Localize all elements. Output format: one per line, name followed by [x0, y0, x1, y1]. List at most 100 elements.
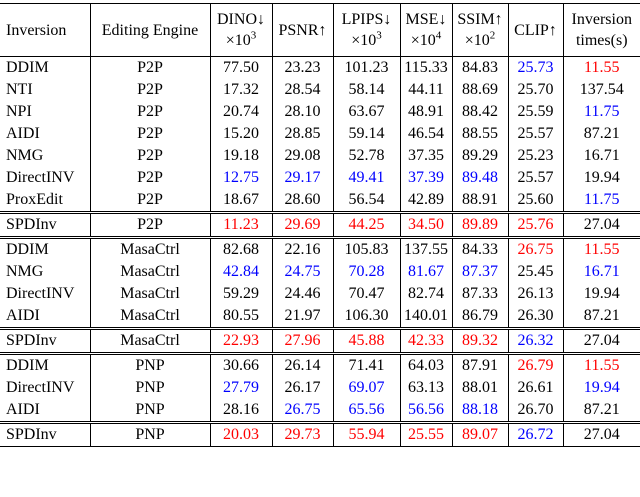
value-cell: MasaCtrl	[89, 327, 210, 354]
value-cell: 59.14	[332, 123, 400, 145]
value-cell: 16.71	[562, 145, 640, 167]
table-row: NMG MasaCtrl 42.84 24.75 70.28 81.67 87.37 25.4…	[0, 261, 640, 283]
header-text: Editing Engine	[101, 21, 199, 39]
value-cell: 86.79	[451, 305, 508, 329]
method-cell: NMG	[6, 147, 44, 164]
value-cell: 27.04	[562, 211, 640, 238]
table-row: DirectINV P2P 12.75 29.17 49.41 37.39 89.48 25.…	[0, 167, 640, 189]
value-cell: P2P	[89, 145, 210, 167]
value-cell: MasaCtrl	[89, 236, 210, 261]
table-row: AIDI MasaCtrl 80.55 21.97 106.30 140.01 86.79 2…	[0, 305, 640, 329]
value-cell: 23.23	[271, 56, 333, 79]
value-cell: 26.61	[507, 377, 563, 399]
header-unit: times(s)	[575, 32, 628, 49]
method-cell: SPDInv	[0, 211, 90, 238]
value-cell: P2P	[89, 123, 210, 145]
value-cell: 27.96	[271, 327, 333, 354]
header-text: Inversion	[571, 11, 632, 28]
value-cell: P2P	[89, 167, 210, 189]
value-cell: 46.54	[399, 123, 452, 145]
value-cell: 82.74	[399, 283, 452, 305]
value-cell: 12.75	[209, 167, 272, 189]
method-cell: AIDI	[6, 401, 40, 418]
value-cell: 70.28	[332, 261, 400, 283]
value-cell: PNP	[89, 421, 210, 447]
value-cell: 89.32	[451, 327, 508, 354]
value-cell: 80.55	[209, 305, 272, 329]
value-cell: 84.83	[451, 56, 508, 79]
value-cell: 69.07	[332, 377, 400, 399]
table-row: NTI P2P 17.32 28.54 58.14 44.11 88.69 25.70 137.…	[0, 79, 640, 101]
table-section: DDIM MasaCtrl 82.68 22.16 105.83 137.55 84.33 2…	[0, 236, 640, 354]
value-cell: 11.23	[209, 211, 272, 238]
table-row: DDIM PNP 30.66 26.14 71.41 64.03 87.91 26.79 11.…	[0, 352, 640, 377]
value-cell: 26.75	[507, 236, 563, 261]
value-cell: 82.68	[209, 236, 272, 261]
results-table: Inversion Editing Engine DINO↓ ×103 PSNR↑ LPI…	[0, 3, 640, 447]
value-cell: 25.70	[507, 79, 563, 101]
table-row: NMG P2P 19.18 29.08 52.78 37.35 89.29 25.23 16.7…	[0, 145, 640, 167]
value-cell: 71.41	[332, 352, 400, 377]
ours-row: SPDInv MasaCtrl 22.93 27.96 45.88 42.33 89.32 2…	[0, 327, 640, 354]
value-cell: 11.75	[562, 189, 640, 213]
value-cell: 56.56	[399, 399, 452, 423]
value-cell: 25.57	[507, 123, 563, 145]
method-cell: NMG	[6, 263, 44, 280]
value-cell: PNP	[89, 399, 210, 423]
value-cell: 19.94	[562, 377, 640, 399]
value-cell: 27.04	[562, 327, 640, 354]
header-unit: ×10	[410, 32, 436, 49]
value-cell: 42.33	[399, 327, 452, 354]
value-cell: 88.18	[451, 399, 508, 423]
value-cell: 89.48	[451, 167, 508, 189]
table-row: AIDI PNP 28.16 26.75 65.56 56.56 88.18 26.70 87.…	[0, 399, 640, 423]
value-cell: 87.21	[562, 123, 640, 145]
method-cell: NTI	[6, 81, 33, 98]
value-cell: 28.54	[271, 79, 333, 101]
header-text: SSIM↑	[457, 11, 503, 28]
value-cell: 21.97	[271, 305, 333, 329]
value-cell: 88.91	[451, 189, 508, 213]
value-cell: 28.60	[271, 189, 333, 213]
value-cell: 25.73	[507, 56, 563, 79]
method-cell: DirectINV	[6, 379, 75, 396]
value-cell: 30.66	[209, 352, 272, 377]
header-cell: MSE↓ ×104	[399, 3, 452, 57]
value-cell: 87.33	[451, 283, 508, 305]
value-cell: 45.88	[332, 327, 400, 354]
value-cell: 48.91	[399, 101, 452, 123]
value-cell: 115.33	[399, 56, 452, 79]
value-cell: 11.55	[562, 352, 640, 377]
value-cell: 34.50	[399, 211, 452, 238]
method-cell: DDIM	[0, 352, 90, 377]
header-exponent: 3	[376, 29, 382, 42]
value-cell: 24.46	[271, 283, 333, 305]
value-cell: 49.41	[332, 167, 400, 189]
value-cell: P2P	[89, 56, 210, 79]
value-cell: 70.47	[332, 283, 400, 305]
value-cell: 26.14	[271, 352, 333, 377]
value-cell: 65.56	[332, 399, 400, 423]
method-cell: DDIM	[0, 236, 90, 261]
value-cell: 88.69	[451, 79, 508, 101]
value-cell: 22.16	[271, 236, 333, 261]
value-cell: 20.74	[209, 101, 272, 123]
value-cell: 64.03	[399, 352, 452, 377]
value-cell: 29.08	[271, 145, 333, 167]
value-cell: 17.32	[209, 79, 272, 101]
method-cell: AIDI	[6, 307, 40, 324]
value-cell: MasaCtrl	[89, 305, 210, 329]
header-unit: ×10	[351, 32, 377, 49]
header-cell: Editing Engine	[89, 3, 210, 57]
value-cell: 89.07	[451, 421, 508, 447]
table-section: DDIM PNP 30.66 26.14 71.41 64.03 87.91 26.79 11.…	[0, 352, 640, 447]
value-cell: 37.39	[399, 167, 452, 189]
header-cell: PSNR↑	[271, 3, 333, 57]
method-cell: SPDInv	[0, 421, 90, 447]
value-cell: 55.94	[332, 421, 400, 447]
header-cell: DINO↓ ×103	[209, 3, 272, 57]
page: Inversion Editing Engine DINO↓ ×103 PSNR↑ LPI…	[0, 3, 640, 497]
value-cell: 11.75	[562, 101, 640, 123]
value-cell: 26.72	[507, 421, 563, 447]
header-cell: SSIM↑ ×102	[451, 3, 508, 57]
